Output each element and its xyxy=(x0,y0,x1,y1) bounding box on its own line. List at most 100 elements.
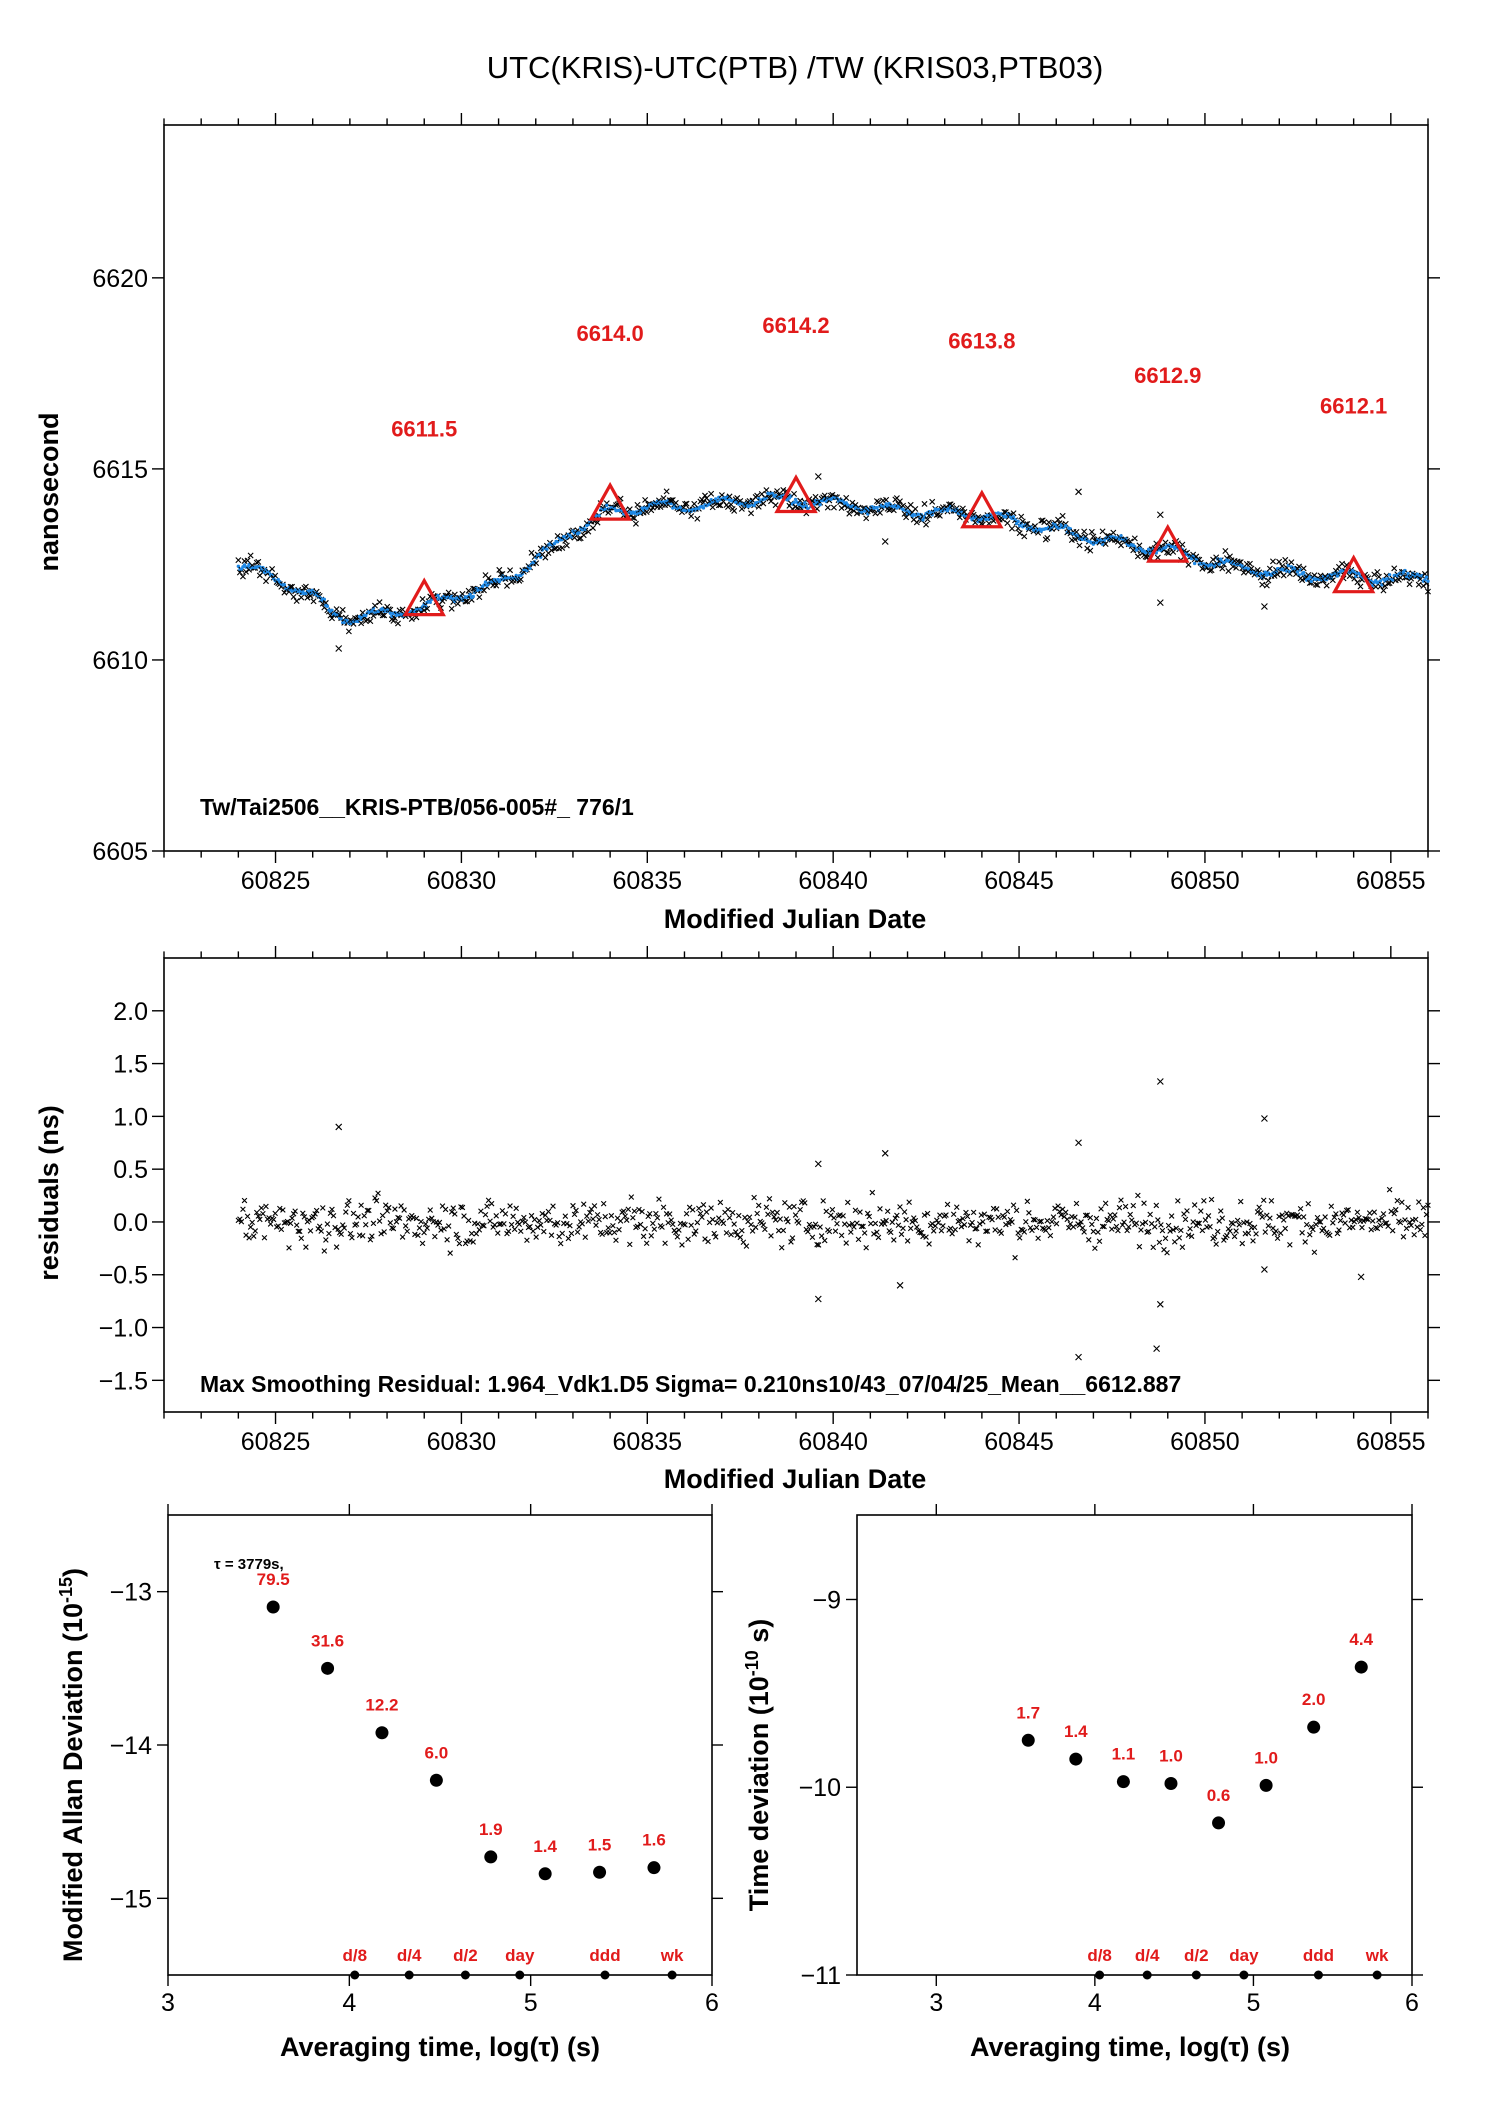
residual-point xyxy=(1056,1208,1063,1215)
raw-point xyxy=(691,500,698,507)
residual-point xyxy=(332,1224,338,1231)
smoothed-point xyxy=(1295,570,1300,574)
raw-point xyxy=(824,504,831,511)
tdev-point xyxy=(1069,1752,1083,1766)
residual-point xyxy=(507,1203,513,1209)
raw-point xyxy=(912,505,919,512)
residual-point xyxy=(1250,1238,1256,1244)
residual-point xyxy=(534,1224,541,1231)
tdev-ylabel-tail: s) xyxy=(744,1619,774,1651)
residual-point xyxy=(1173,1225,1180,1232)
residual-point xyxy=(630,1214,636,1221)
residual-point xyxy=(286,1245,292,1251)
residual-point xyxy=(1287,1242,1293,1248)
residual-point xyxy=(1098,1206,1104,1212)
residual-point xyxy=(349,1234,355,1241)
residual-point xyxy=(1078,1219,1084,1225)
smoothed-point xyxy=(1254,570,1258,575)
residual-point xyxy=(1167,1228,1173,1234)
raw-point xyxy=(1044,534,1051,541)
residuals-x-tick-label: 60850 xyxy=(1170,1428,1240,1456)
smoothed-point xyxy=(325,604,330,609)
residual-point xyxy=(390,1225,397,1232)
smoothed-point xyxy=(1357,571,1361,576)
raw-point xyxy=(1196,556,1203,563)
raw-point xyxy=(924,516,931,523)
residual-point xyxy=(1121,1219,1127,1225)
smoothed-point xyxy=(1217,562,1221,566)
residual-point xyxy=(600,1200,607,1207)
residual-point xyxy=(458,1204,464,1210)
residual-point xyxy=(748,1221,754,1228)
residual-point xyxy=(1299,1230,1305,1236)
residual-point xyxy=(1003,1221,1009,1228)
residual-point xyxy=(848,1229,854,1235)
residual-point xyxy=(863,1244,869,1251)
raw-point xyxy=(1208,567,1215,574)
residual-point xyxy=(335,1226,341,1233)
residual-point xyxy=(766,1196,773,1202)
smoothed-point xyxy=(545,547,549,552)
residual-point xyxy=(330,1212,337,1219)
residual-point xyxy=(301,1214,308,1220)
residual-point xyxy=(1066,1224,1072,1231)
residual-point xyxy=(565,1235,572,1242)
smoothed-point xyxy=(801,505,805,509)
smoothed-point xyxy=(717,495,721,499)
residual-point xyxy=(324,1221,331,1227)
raw-point xyxy=(1279,563,1286,570)
residual-point xyxy=(961,1221,968,1228)
residual-point xyxy=(957,1217,963,1224)
residual-point xyxy=(1006,1220,1012,1227)
mdev-marker-label: d/8 xyxy=(342,1946,367,1965)
residual-point xyxy=(1394,1197,1401,1204)
smoothed-point xyxy=(1309,579,1314,584)
residual-point xyxy=(1397,1219,1404,1226)
raw-point xyxy=(1185,561,1192,568)
residual-point xyxy=(240,1206,246,1213)
residual-point xyxy=(518,1228,524,1235)
raw-point xyxy=(364,616,371,623)
residual-point xyxy=(711,1230,718,1237)
triangle-label: 6613.8 xyxy=(948,329,1015,354)
residual-point xyxy=(806,1221,813,1228)
residual-point xyxy=(617,1218,624,1224)
residual-point xyxy=(1333,1211,1339,1217)
raw-point xyxy=(493,582,500,589)
residual-point xyxy=(668,1217,675,1223)
main-x-tick-label: 60850 xyxy=(1170,867,1240,895)
residual-point xyxy=(402,1223,409,1229)
triangle-label: 6612.1 xyxy=(1320,393,1387,418)
mdev-marker-dot xyxy=(350,1970,360,1980)
mdev-point xyxy=(593,1865,607,1879)
residual-point xyxy=(1191,1202,1198,1208)
residual-point xyxy=(261,1234,268,1241)
residuals-y-tick-label: −1.0 xyxy=(99,1315,148,1343)
residual-point xyxy=(387,1220,394,1226)
raw-point xyxy=(748,510,755,517)
smoothed-point xyxy=(1146,547,1151,552)
residual-point xyxy=(364,1207,371,1214)
raw-point xyxy=(496,566,503,573)
residual-point xyxy=(568,1230,575,1237)
raw-point xyxy=(1220,561,1227,568)
residual-point xyxy=(1308,1224,1315,1230)
smoothed-point xyxy=(339,617,343,621)
residual-point xyxy=(1377,1222,1384,1229)
residual-point xyxy=(950,1211,957,1218)
residual-point xyxy=(949,1230,955,1237)
residual-point xyxy=(1369,1218,1376,1224)
residual-point xyxy=(321,1248,328,1254)
raw-point xyxy=(949,502,956,509)
residual-point xyxy=(918,1229,925,1236)
mdev-ylabel: Modified Allan Deviation (10-15) xyxy=(56,1568,88,1962)
residuals-y-tick-label: 1.0 xyxy=(113,1103,148,1131)
residual-point xyxy=(769,1209,776,1216)
residual-point xyxy=(505,1228,512,1235)
residual-point xyxy=(491,1222,498,1228)
mdev-point xyxy=(538,1867,552,1881)
raw-point xyxy=(290,593,297,600)
outlier-point xyxy=(814,473,822,480)
residual-point xyxy=(1334,1230,1341,1237)
residual-point xyxy=(823,1208,830,1215)
